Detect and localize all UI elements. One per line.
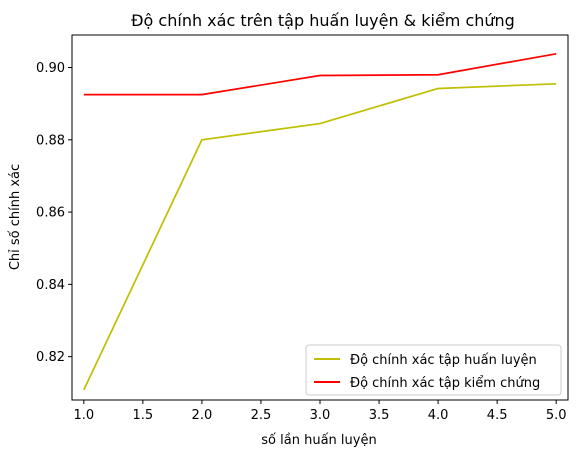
series-line-training <box>83 82 557 391</box>
series-lines <box>83 52 557 391</box>
legend-box <box>305 344 562 396</box>
y-tick-label: 0.88 <box>36 133 65 148</box>
y-tick-label: 0.90 <box>36 61 65 76</box>
x-tick-label: 3.0 <box>310 408 331 423</box>
x-tick-label: 3.5 <box>369 408 390 423</box>
x-tick-label: 2.0 <box>192 408 213 423</box>
y-axis-label: Chỉ số chính xác <box>8 164 23 270</box>
x-axis-ticks: 1.0 1.5 2.0 2.5 3.0 3.5 4.0 4.5 5.0 <box>73 400 567 423</box>
y-tick-label: 0.86 <box>36 206 65 221</box>
x-tick-label: 2.5 <box>251 408 272 423</box>
chart-title: Độ chính xác trên tập huấn luyện & kiểm … <box>131 11 515 30</box>
legend-label-validation: Độ chính xác tập kiểm chứng <box>350 376 540 391</box>
x-tick-label: 1.5 <box>133 408 154 423</box>
x-tick-label: 1.0 <box>73 408 94 423</box>
x-axis-label: số lần huấn luyện <box>261 433 376 448</box>
series-line-validation <box>83 52 557 96</box>
x-tick-label: 5.0 <box>546 408 567 423</box>
legend: Độ chính xác tập huấn luyện Độ chính xác… <box>305 344 562 396</box>
x-tick-label: 4.0 <box>428 408 449 423</box>
y-tick-label: 0.82 <box>36 350 65 365</box>
x-tick-label: 4.5 <box>487 408 508 423</box>
y-tick-label: 0.84 <box>36 278 65 293</box>
legend-label-training: Độ chính xác tập huấn luyện <box>350 353 537 368</box>
y-axis-ticks: 0.82 0.84 0.86 0.88 0.90 <box>36 61 72 365</box>
